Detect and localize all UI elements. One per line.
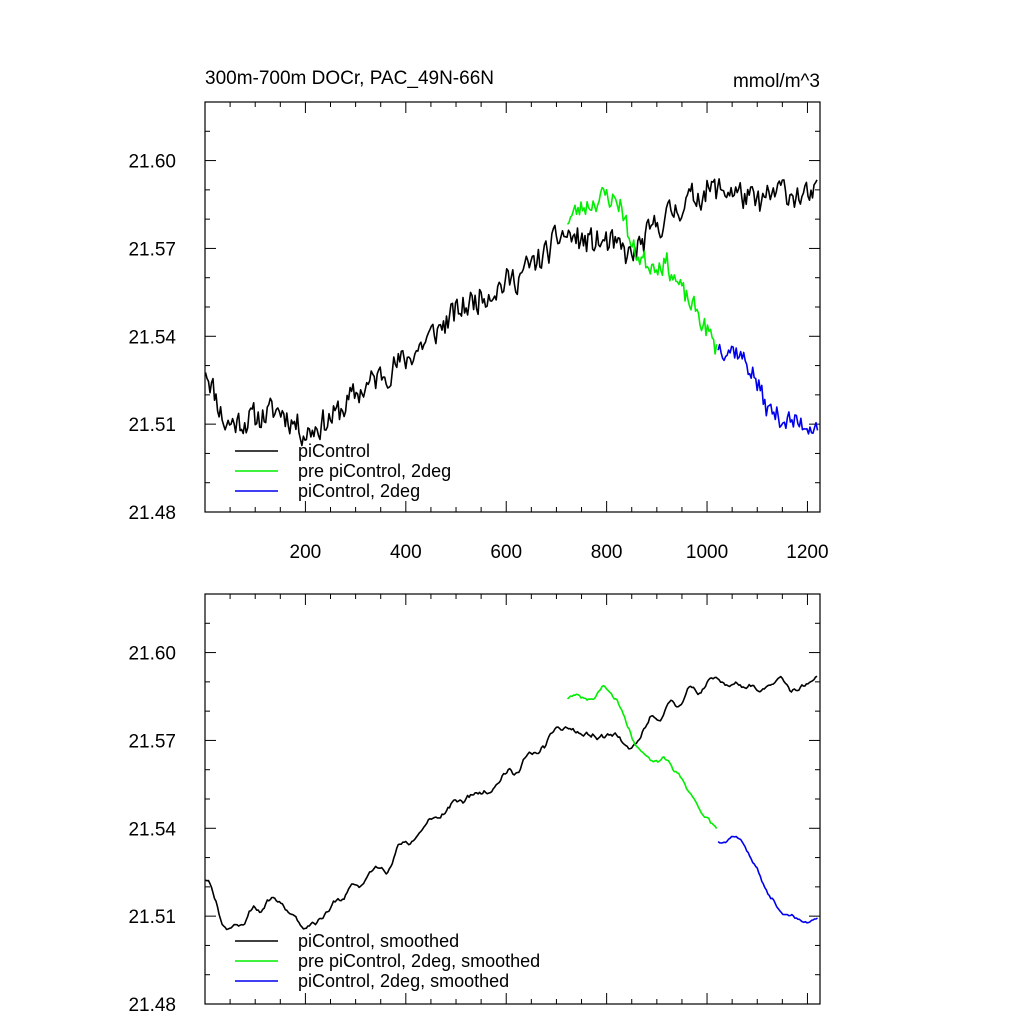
chart-title: 300m-700m DOCr, PAC_49N-66N [205,68,494,89]
y-tick-label: 21.57 [128,731,176,752]
legend-label-picontrol-2deg: piControl, 2deg [298,481,420,501]
y-tick-label: 21.51 [128,415,176,436]
series-line-pre-picontrol-2deg-smoothed [566,684,718,830]
bottom-plot-frame [204,593,821,1005]
y-tick-label: 21.60 [128,152,176,173]
series-line-picontrol-smoothed [205,675,818,931]
legend-label-picontrol-smoothed: piControl, smoothed [298,931,459,951]
top-series-lines [204,178,819,447]
units-label: mmol/m^3 [733,71,820,92]
x-tick-label: 1200 [786,542,828,563]
bottom-series-lines [205,675,818,931]
series-line-picontrol [204,178,818,447]
bottom-y-tick-labels: 21.48 21.51 21.54 21.57 21.60 [128,644,176,1016]
top-axis-ticks [205,101,820,513]
y-tick-label: 21.48 [128,995,176,1016]
top-x-tick-labels: 200 400 600 800 1000 1200 [290,542,829,563]
x-tick-label: 800 [591,542,623,563]
y-tick-label: 21.51 [128,907,176,928]
x-tick-label: 1000 [686,542,728,563]
x-tick-label: 200 [290,542,322,563]
legend-label-picontrol-2deg-smoothed: piControl, 2deg, smoothed [298,971,509,991]
series-line-picontrol-2deg [717,343,819,435]
legend-label-pre-picontrol-2deg: pre piControl, 2deg [298,461,451,481]
y-tick-label: 21.54 [128,819,176,840]
y-tick-label: 21.54 [128,327,176,348]
bottom-panel: 21.48 21.51 21.54 21.57 21.60 piControl, smo… [128,593,821,1016]
top-legend: piControl pre piControl, 2deg piControl,… [235,441,451,501]
top-panel: 300m-700m DOCr, PAC_49N-66N mmol/m^3 21.… [128,68,828,563]
top-plot-frame [204,101,821,513]
bottom-legend: piControl, smoothed pre piControl, 2deg,… [235,931,540,991]
y-tick-label: 21.57 [128,239,176,260]
bottom-axis-ticks [205,593,820,1005]
y-tick-label: 21.60 [128,644,176,665]
series-line-pre-picontrol-2deg [566,186,718,355]
y-tick-label: 21.48 [128,503,176,524]
series-line-picontrol-2deg-smoothed [717,835,818,924]
legend-label-picontrol: piControl [298,441,370,461]
legend-label-pre-picontrol-2deg-smoothed: pre piControl, 2deg, smoothed [298,951,540,971]
x-tick-label: 600 [490,542,522,563]
x-tick-label: 400 [390,542,422,563]
top-y-tick-labels: 21.48 21.51 21.54 21.57 21.60 [128,152,176,524]
